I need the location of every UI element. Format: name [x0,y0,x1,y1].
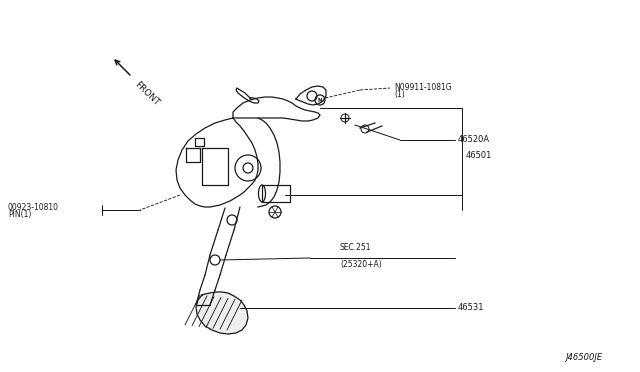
Text: N: N [317,97,323,103]
Text: (1): (1) [394,90,404,99]
Text: 00923-10810: 00923-10810 [8,202,59,212]
Text: (25320+A): (25320+A) [340,260,381,269]
Text: 46501: 46501 [466,151,492,160]
Text: 46531: 46531 [458,304,484,312]
Polygon shape [196,292,248,334]
Text: SEC.251: SEC.251 [340,243,371,252]
Text: FRONT: FRONT [133,80,161,108]
Text: 46520A: 46520A [458,135,490,144]
Text: J46500JE: J46500JE [565,353,602,362]
Text: N09911-1081G: N09911-1081G [394,83,452,92]
Text: PIN(1): PIN(1) [8,211,31,219]
